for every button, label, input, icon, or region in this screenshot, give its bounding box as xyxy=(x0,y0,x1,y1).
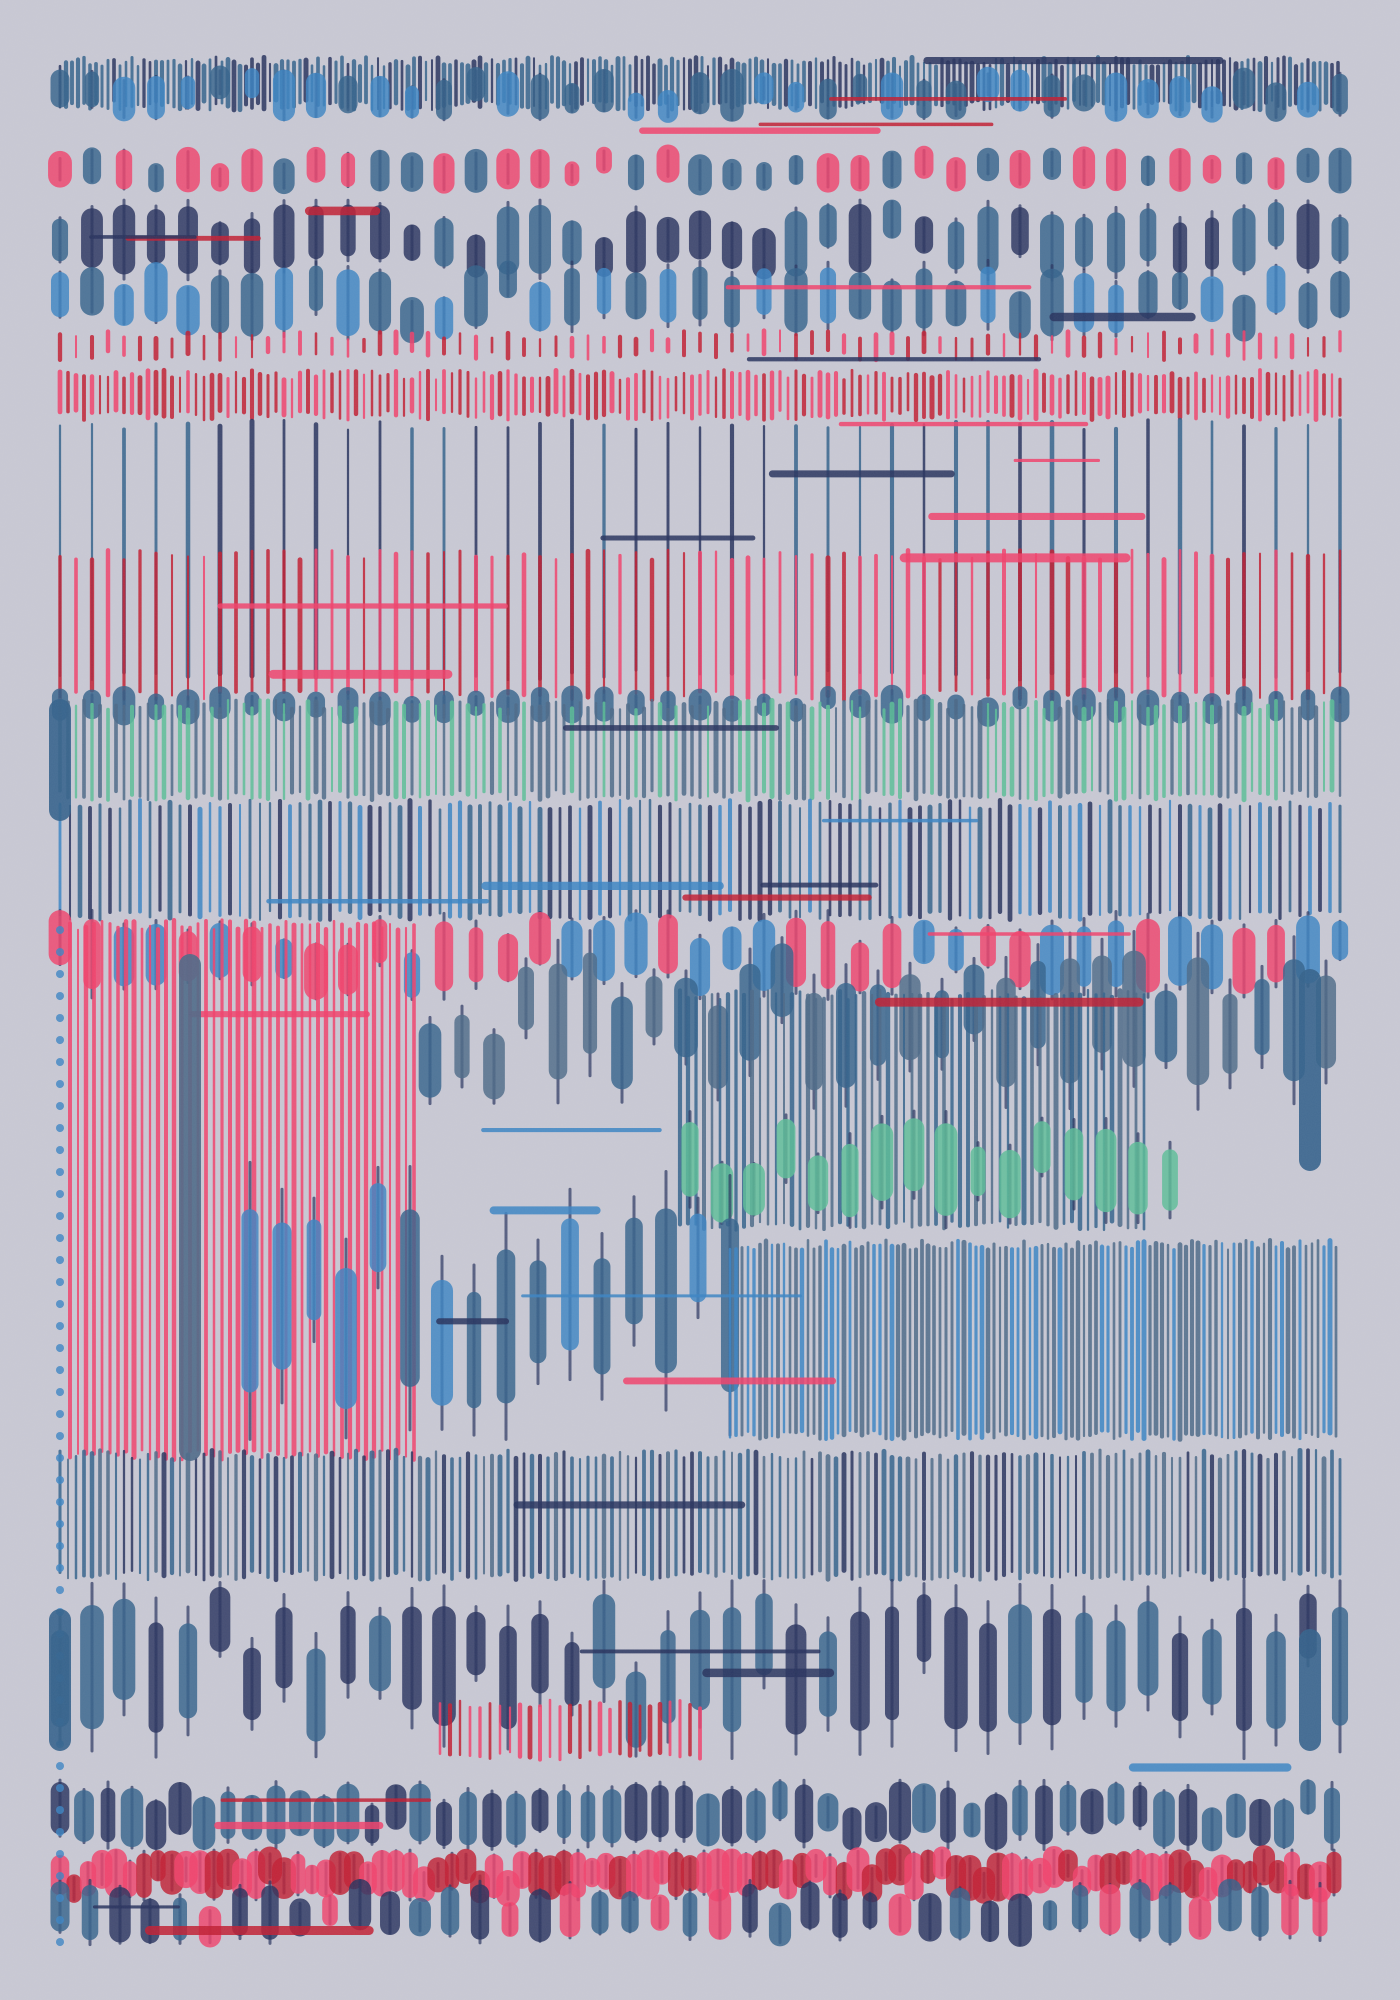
mark-layer xyxy=(48,54,1352,1948)
